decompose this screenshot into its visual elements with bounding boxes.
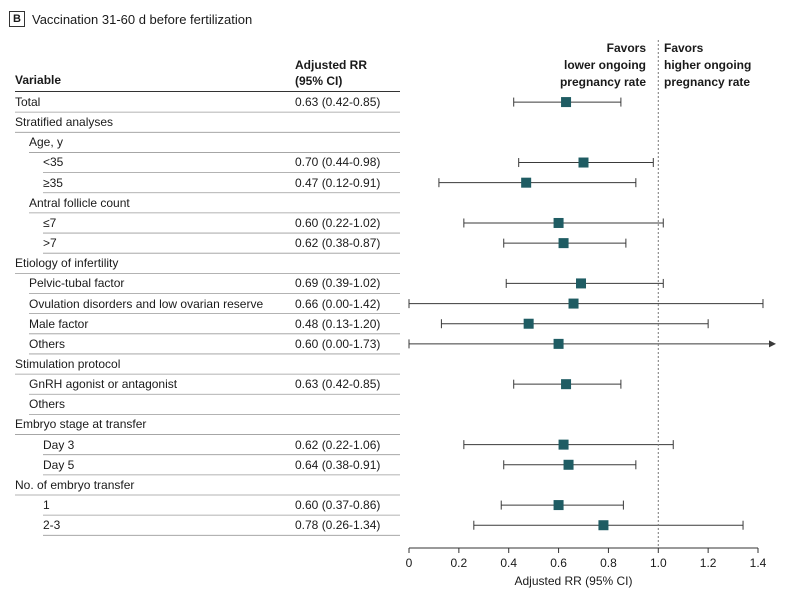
row-ci-value: 0.63 (0.42-0.85) [295, 377, 381, 392]
row-label: >7 [43, 236, 57, 251]
row-label: Day 3 [43, 437, 75, 452]
rr-point [561, 97, 572, 108]
favors-lower-line3: pregnancy rate [559, 75, 646, 89]
ci-arrow [769, 340, 776, 348]
row-label: Embryo stage at transfer [15, 417, 147, 432]
row-label: 1 [43, 498, 50, 512]
rr-point [576, 278, 587, 289]
row-label: Stimulation protocol [15, 356, 121, 371]
panel-letter: B [9, 11, 25, 27]
rr-point [553, 500, 564, 511]
row-label: Pelvic-tubal factor [29, 276, 125, 291]
row-ci-value: 0.63 (0.42-0.85) [295, 95, 381, 109]
header-rule [15, 91, 400, 92]
row-ci-value: 0.48 (0.13-1.20) [295, 316, 381, 331]
row-label: ≥35 [43, 175, 63, 190]
row-label: Day 5 [43, 457, 75, 472]
rr-point [521, 177, 532, 188]
row-ci-value: 0.60 (0.00-1.73) [295, 336, 381, 351]
row-label: <35 [43, 155, 64, 170]
row-label: GnRH agonist or antagonist [29, 377, 178, 392]
rr-point [558, 439, 569, 450]
variable-column-header: Variable [15, 73, 62, 87]
favors-higher-line1: Favors [664, 41, 704, 55]
x-tick-label: 1.0 [650, 556, 667, 570]
rr-point [558, 238, 569, 249]
panel-title: Vaccination 31-60 d before fertilization [32, 11, 253, 27]
row-label: Etiology of infertility [15, 256, 119, 271]
x-tick-label: 0.6 [550, 556, 567, 570]
x-tick-label: 0.2 [451, 556, 468, 570]
row-label: 2-3 [43, 518, 61, 533]
row-ci-value: 0.47 (0.12-0.91) [295, 175, 381, 190]
row-label: No. of embryo transfer [15, 477, 135, 492]
row-ci-value: 0.64 (0.38-0.91) [295, 457, 381, 472]
row-label: Male factor [29, 316, 89, 331]
row-ci-value: 0.60 (0.22-1.02) [295, 215, 381, 230]
favors-lower-line2: lower ongoing [564, 58, 646, 72]
x-tick-label: 1.4 [750, 556, 767, 570]
favors-lower-line1: Favors [606, 41, 646, 55]
panel-header: B Vaccination 31-60 d before fertilizati… [9, 9, 252, 29]
x-tick-label: 0.8 [600, 556, 617, 570]
rr-point [553, 338, 564, 349]
x-tick-label: 0.4 [500, 556, 517, 570]
row-ci-value: 0.66 (0.00-1.42) [295, 296, 381, 311]
favors-lower-label: Favors lower ongoing pregnancy rate [560, 40, 646, 91]
rr-point [563, 459, 574, 470]
favors-higher-line3: pregnancy rate [664, 75, 751, 89]
rr-column-header-line1: Adjusted RR [295, 58, 367, 72]
rr-point [598, 520, 609, 531]
row-label: Antral follicle count [29, 195, 130, 210]
row-label: ≤7 [43, 215, 57, 230]
row-ci-value: 0.62 (0.38-0.87) [295, 236, 381, 251]
x-tick-label: 0 [406, 556, 413, 570]
favors-higher-line2: higher ongoing [664, 58, 752, 72]
row-label: Age, y [29, 135, 64, 150]
row-ci-value: 0.60 (0.37-0.86) [295, 498, 381, 512]
rr-point [553, 217, 564, 228]
row-ci-value: 0.62 (0.22-1.06) [295, 437, 381, 452]
row-ci-value: 0.78 (0.26-1.34) [295, 518, 381, 533]
x-tick-label: 1.2 [700, 556, 717, 570]
row-label: Others [29, 397, 66, 412]
row-ci-value: 0.69 (0.39-1.02) [295, 276, 381, 291]
row-label: Stratified analyses [15, 115, 114, 130]
row-label: Others [29, 336, 66, 351]
row-label: Ovulation disorders and low ovarian rese… [29, 296, 264, 311]
rr-point [568, 298, 579, 309]
row-ci-value: 0.70 (0.44-0.98) [295, 155, 381, 170]
rr-point [561, 379, 572, 390]
rr-column-header-line2: (95% CI) [295, 74, 343, 88]
x-axis-label: Adjusted RR (95% CI) [514, 574, 632, 588]
rr-point [578, 157, 589, 168]
rr-point [523, 318, 534, 329]
favors-higher-label: Favors higher ongoing pregnancy rate [664, 40, 751, 91]
row-label: Total [15, 95, 41, 109]
